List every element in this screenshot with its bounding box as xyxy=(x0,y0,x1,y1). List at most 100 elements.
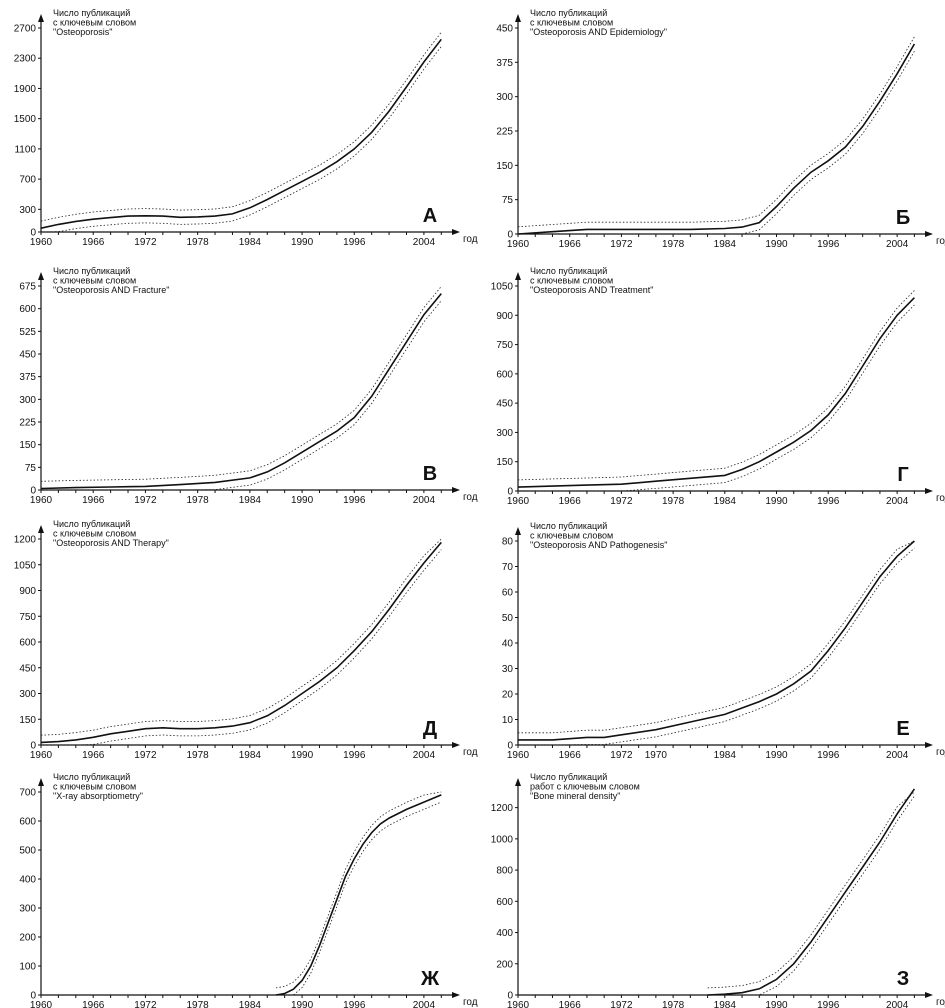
panel-description-line: с ключевым словом xyxy=(53,529,136,539)
y-axis-arrow xyxy=(38,778,44,786)
panel-description-line: с ключевым словом xyxy=(530,531,613,541)
x-tick-label: 2004 xyxy=(886,496,909,507)
trend-line xyxy=(518,540,915,741)
panel-description-line: с ключевым словом xyxy=(53,18,136,28)
y-tick-label: 300 xyxy=(19,904,36,915)
x-axis-arrow xyxy=(452,229,460,235)
y-tick-label: 225 xyxy=(496,127,513,138)
y-tick-label: 700 xyxy=(19,788,36,799)
y-tick-label: 20 xyxy=(502,690,514,701)
x-tick-label: 1978 xyxy=(662,496,685,507)
y-tick-label: 300 xyxy=(19,689,36,700)
y-tick-label: 100 xyxy=(19,962,36,973)
x-tick-label: 1966 xyxy=(82,237,105,248)
x-tick-label: 1966 xyxy=(82,750,105,761)
y-tick-label: 750 xyxy=(496,340,513,351)
x-tick-label: 2004 xyxy=(413,1000,436,1008)
x-tick-label: 1972 xyxy=(134,495,157,506)
chart-panel-7: 0 100 200 300 400 500 600 700 1960 1966 1972 1978 19… xyxy=(19,772,477,1008)
confidence-lower-line xyxy=(276,801,442,996)
x-tick-label: 1978 xyxy=(187,750,210,761)
y-tick-label: 900 xyxy=(19,586,36,597)
x-tick-label: 1984 xyxy=(239,1000,262,1008)
x-tick-label: 1996 xyxy=(343,237,366,248)
y-tick-label: 75 xyxy=(25,463,37,474)
panel-description-line: с ключевым словом xyxy=(530,276,613,286)
x-tick-label: 2004 xyxy=(413,750,436,761)
x-tick-label: 1990 xyxy=(765,1000,788,1008)
y-tick-label: 300 xyxy=(496,428,513,439)
x-axis-unit: год xyxy=(463,747,478,758)
panel-letter: А xyxy=(423,205,437,227)
y-tick-label: 300 xyxy=(19,205,36,216)
panel-description-line: Число публикаций xyxy=(530,772,607,782)
y-tick-label: 1050 xyxy=(14,560,37,571)
chart-panel-4: 0 150 300 450 600 750 900 1050 1960 1966 1972 1978 1… xyxy=(491,266,945,507)
y-tick-label: 2300 xyxy=(14,54,37,65)
x-tick-label: 1984 xyxy=(714,750,737,761)
y-axis-arrow xyxy=(38,272,44,280)
confidence-lower-line xyxy=(518,50,915,235)
y-tick-label: 1900 xyxy=(14,84,37,95)
panel-description-line: Число публикаций xyxy=(530,266,607,276)
panel-description-line: с ключевым словом xyxy=(530,18,613,28)
trend-line xyxy=(40,38,442,229)
x-axis-unit: год xyxy=(936,236,945,247)
x-tick-label: 1990 xyxy=(291,1000,314,1008)
y-tick-label: 0 xyxy=(507,991,513,1002)
y-tick-label: 0 xyxy=(30,228,36,239)
x-tick-label: 1990 xyxy=(765,239,788,250)
trend-line xyxy=(707,788,916,996)
y-tick-label: 750 xyxy=(19,612,36,623)
x-tick-label: 1966 xyxy=(82,495,105,506)
x-tick-label: 1996 xyxy=(817,496,840,507)
x-tick-label: 1966 xyxy=(559,496,582,507)
y-tick-label: 675 xyxy=(19,282,36,293)
x-tick-label: 1990 xyxy=(291,495,314,506)
x-tick-label: 1996 xyxy=(343,1000,366,1008)
chart-panel-5: 0 150 300 450 600 750 900 1050 1200 1960 1966 1972 1… xyxy=(14,519,478,761)
x-tick-label: 1966 xyxy=(559,1000,582,1008)
x-tick-label: 1978 xyxy=(187,495,210,506)
y-tick-label: 150 xyxy=(496,457,513,468)
x-tick-label: 1996 xyxy=(817,1000,840,1008)
y-tick-label: 700 xyxy=(19,175,36,186)
x-tick-label: 1984 xyxy=(239,750,262,761)
y-tick-label: 0 xyxy=(30,741,36,752)
panel-letter: Е xyxy=(896,718,909,740)
y-axis-arrow xyxy=(38,525,44,533)
x-tick-label: 1984 xyxy=(239,495,262,506)
confidence-lower-line xyxy=(40,46,442,233)
x-tick-label: 1978 xyxy=(662,1000,685,1008)
x-tick-label: 1960 xyxy=(507,750,530,761)
confidence-upper-line xyxy=(517,36,915,228)
x-tick-label: 1990 xyxy=(765,750,788,761)
confidence-lower-line xyxy=(518,304,915,492)
x-axis-unit: год xyxy=(936,747,945,758)
x-tick-label: 1960 xyxy=(30,1000,53,1008)
x-axis-arrow xyxy=(925,231,933,237)
y-tick-label: 525 xyxy=(19,327,36,338)
y-tick-label: 1000 xyxy=(491,834,514,845)
y-axis-arrow xyxy=(515,14,521,22)
x-tick-label: 2004 xyxy=(886,1000,909,1008)
trend-line xyxy=(517,297,915,488)
confidence-lower-line xyxy=(518,547,915,746)
trend-line xyxy=(40,293,442,490)
x-tick-label: 1960 xyxy=(30,495,53,506)
y-tick-label: 800 xyxy=(496,866,513,877)
y-tick-label: 300 xyxy=(19,395,36,406)
y-tick-label: 200 xyxy=(19,933,36,944)
x-axis-arrow xyxy=(452,487,460,493)
y-tick-label: 150 xyxy=(496,161,513,172)
trend-line xyxy=(275,794,442,996)
x-tick-label: 1966 xyxy=(559,750,582,761)
x-tick-label: 1984 xyxy=(239,237,262,248)
x-tick-label: 1996 xyxy=(817,750,840,761)
y-tick-label: 70 xyxy=(502,562,514,573)
chart-panel-3: 0 75 150 225 300 375 450 525 600 675 1960 1966 1972 1… xyxy=(19,266,477,506)
x-tick-label: 2004 xyxy=(886,239,909,250)
x-tick-label: 1990 xyxy=(765,496,788,507)
y-axis-arrow xyxy=(515,272,521,280)
y-tick-label: 80 xyxy=(502,537,514,548)
